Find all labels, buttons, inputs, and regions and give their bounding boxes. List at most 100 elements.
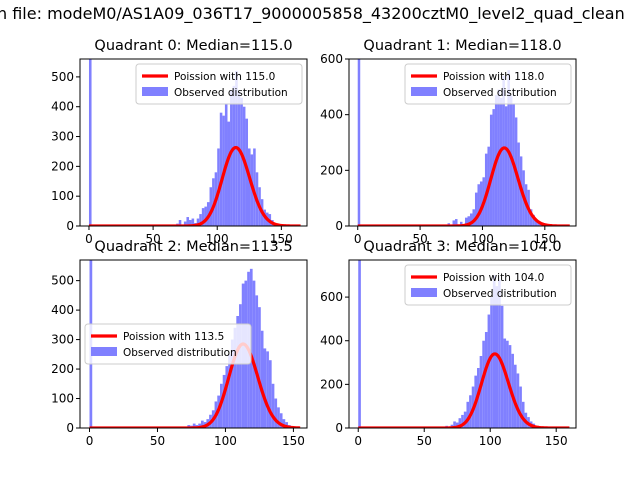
histogram-bar bbox=[489, 114, 493, 226]
histogram-bar bbox=[479, 181, 483, 226]
histogram-bar bbox=[469, 213, 473, 226]
histogram-bar bbox=[274, 398, 278, 428]
quadrant-3-title: Quadrant 3: Median=104.0 bbox=[363, 239, 561, 255]
quadrant-0-legend: Poission with 115.0 Observed distribution bbox=[135, 63, 303, 105]
histogram-bar bbox=[263, 348, 267, 428]
histogram-bar bbox=[240, 97, 243, 226]
histogram-bar bbox=[204, 206, 207, 226]
histogram-bar bbox=[191, 218, 195, 226]
x-tick-label: 0 bbox=[86, 434, 94, 448]
histogram-bar bbox=[455, 219, 458, 226]
histogram-bar bbox=[248, 148, 251, 226]
histogram-bar bbox=[258, 307, 261, 428]
histogram-bar bbox=[209, 187, 213, 226]
y-tick-label: 300 bbox=[51, 333, 74, 347]
x-tick-label: 50 bbox=[150, 434, 165, 448]
legend-box bbox=[84, 323, 252, 365]
histogram-bar bbox=[225, 366, 229, 428]
y-tick-label: 100 bbox=[51, 189, 74, 203]
legend-hist-swatch bbox=[411, 288, 437, 297]
legend-label-observed: Observed distribution bbox=[443, 288, 557, 300]
histogram-bar bbox=[192, 423, 196, 428]
y-tick-label: 600 bbox=[320, 290, 343, 304]
x-tick-label: 50 bbox=[145, 232, 160, 246]
legend-box bbox=[404, 63, 572, 105]
histogram-bar bbox=[482, 340, 485, 428]
histogram-bar bbox=[232, 85, 236, 226]
histogram-bar bbox=[268, 360, 272, 428]
legend-hist-swatch bbox=[91, 347, 117, 356]
histogram-bar bbox=[467, 216, 470, 226]
histogram-bar bbox=[492, 275, 496, 428]
histogram-bar bbox=[200, 420, 204, 428]
x-tick-label: 150 bbox=[282, 434, 305, 448]
histogram-bar bbox=[455, 422, 459, 428]
histogram-bar bbox=[253, 148, 256, 226]
y-tick-label: 400 bbox=[320, 108, 343, 122]
histogram-bar bbox=[472, 209, 475, 226]
histogram-bar bbox=[222, 374, 226, 428]
x-tick-label: 0 bbox=[354, 434, 362, 448]
histogram-bar bbox=[228, 354, 231, 428]
y-tick-label: 200 bbox=[320, 377, 343, 391]
histogram-bar bbox=[458, 418, 462, 428]
x-tick-label: 150 bbox=[270, 232, 293, 246]
histogram-bar bbox=[516, 373, 520, 428]
histogram-bar bbox=[233, 327, 237, 428]
legend-label-poisson: Poission with 118.0 bbox=[443, 71, 544, 83]
y-tick-label: 400 bbox=[51, 100, 74, 114]
histogram-bar bbox=[532, 214, 535, 226]
legend-hist-swatch bbox=[142, 87, 168, 96]
histogram-bar bbox=[178, 220, 182, 226]
quadrant-2-legend: Poission with 113.5 Observed distribution bbox=[84, 323, 252, 365]
histogram-bar bbox=[490, 297, 493, 428]
y-tick-label: 100 bbox=[51, 392, 74, 406]
histogram-bar bbox=[186, 217, 190, 226]
y-tick-label: 300 bbox=[51, 130, 74, 144]
quadrant-2-frame bbox=[79, 259, 308, 429]
y-tick-label: 200 bbox=[51, 159, 74, 173]
histogram-bar bbox=[460, 221, 463, 226]
y-tick-label: 0 bbox=[66, 219, 74, 233]
histogram-bar bbox=[227, 121, 231, 226]
legend-label-poisson: Poission with 115.0 bbox=[174, 71, 275, 83]
quadrant-0-plot-area bbox=[88, 59, 301, 226]
histogram-bar bbox=[236, 316, 240, 428]
x-tick-label: 100 bbox=[479, 434, 502, 448]
x-tick-label: 100 bbox=[214, 434, 237, 448]
histogram-bar bbox=[255, 295, 259, 428]
histogram-bar bbox=[474, 192, 478, 226]
legend-label-observed: Observed distribution bbox=[443, 87, 557, 99]
x-tick-label: 100 bbox=[206, 232, 229, 246]
histogram-bar bbox=[239, 304, 242, 428]
legend-label-observed: Observed distribution bbox=[123, 347, 237, 359]
histogram-bar bbox=[277, 407, 280, 428]
histogram-bar bbox=[230, 90, 233, 226]
legend-label-poisson: Poission with 104.0 bbox=[443, 272, 544, 284]
histogram-bar bbox=[479, 356, 483, 428]
y-tick-label: 600 bbox=[320, 52, 343, 66]
quadrant-0-frame bbox=[79, 58, 308, 227]
quadrant-3-legend: Poission with 104.0 Observed distribution bbox=[404, 264, 572, 306]
quadrant-1-panel: 0 50 100 150 0 200 400 600 bbox=[320, 52, 577, 246]
histogram-bar bbox=[252, 280, 256, 428]
histogram-bar bbox=[466, 401, 470, 428]
histogram-bar bbox=[484, 332, 488, 428]
x-tick-label: 50 bbox=[412, 232, 427, 246]
quadrant-1-legend: Poission with 118.0 Observed distribution bbox=[404, 63, 572, 105]
legend-label-poisson: Poission with 113.5 bbox=[123, 331, 224, 343]
histogram-bar bbox=[521, 401, 525, 428]
y-tick-label: 500 bbox=[51, 70, 74, 84]
histogram-bar bbox=[230, 339, 234, 428]
histogram-bar bbox=[502, 75, 505, 226]
histogram-bar bbox=[499, 97, 503, 226]
histogram-bar bbox=[453, 421, 456, 428]
y-tick-label: 0 bbox=[335, 421, 343, 435]
histogram-bar bbox=[464, 217, 468, 226]
quadrant-3-frame bbox=[348, 259, 577, 429]
histogram-bar bbox=[212, 178, 215, 226]
histogram-bar bbox=[529, 209, 533, 226]
histogram-bar bbox=[495, 286, 499, 428]
x-tick-label: 0 bbox=[85, 232, 93, 246]
legend-hist-swatch bbox=[411, 87, 437, 96]
